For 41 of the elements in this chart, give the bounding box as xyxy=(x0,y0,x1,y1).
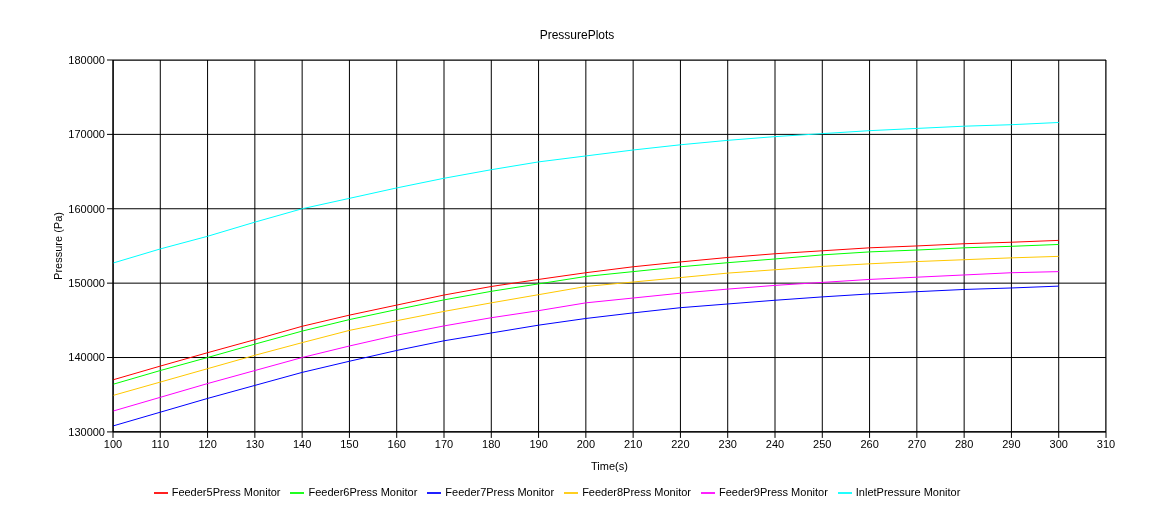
y-tick-label: 150000 xyxy=(68,277,105,290)
x-tick-label: 220 xyxy=(671,437,690,450)
x-tick-label: 180 xyxy=(482,437,501,450)
line-series xyxy=(113,255,1060,396)
x-tick-label: 310 xyxy=(1096,437,1116,450)
x-tick-label: 230 xyxy=(718,437,737,450)
x-tick-label: 300 xyxy=(1049,437,1068,450)
x-axis-title: Time(s) xyxy=(591,459,628,472)
x-tick-label: 280 xyxy=(954,437,974,450)
line-series xyxy=(113,271,1060,412)
x-tick-label: 240 xyxy=(765,437,785,450)
y-axis-title: Pressure (Pa) xyxy=(51,212,64,280)
y-tick-label: 140000 xyxy=(68,351,105,364)
x-tick-label: 150 xyxy=(340,437,359,450)
x-tick-label: 200 xyxy=(576,437,596,450)
legend-label: Feeder8Press Monitor xyxy=(582,485,691,498)
y-tick-label: 130000 xyxy=(68,425,105,438)
x-tick-label: 160 xyxy=(387,437,406,450)
legend-label: Feeder5Press Monitor xyxy=(171,485,281,498)
x-tick-label: 100 xyxy=(103,437,123,450)
legend-label: Feeder6Press Monitor xyxy=(308,485,418,498)
x-tick-label: 260 xyxy=(860,437,879,450)
x-tick-label: 270 xyxy=(907,437,927,450)
x-tick-label: 190 xyxy=(529,437,548,450)
x-tick-label: 130 xyxy=(245,437,265,450)
x-tick-label: 210 xyxy=(623,437,643,450)
y-tick-label: 170000 xyxy=(68,128,105,141)
x-tick-label: 170 xyxy=(434,437,454,450)
legend-label: Feeder7Press Monitor xyxy=(445,485,555,498)
y-tick-label: 160000 xyxy=(68,202,105,215)
line-series xyxy=(113,121,1060,264)
x-tick-label: 120 xyxy=(198,437,217,450)
x-tick-label: 110 xyxy=(151,437,170,450)
x-tick-label: 290 xyxy=(1002,437,1021,450)
chart-title: PressurePlots xyxy=(538,27,616,44)
legend-label: InletPressure Monitor xyxy=(855,485,961,498)
line-series xyxy=(113,285,1060,427)
y-tick-label: 180000 xyxy=(68,53,105,66)
x-tick-label: 140 xyxy=(292,437,312,450)
x-tick-label: 250 xyxy=(813,437,832,450)
legend-label: Feeder9Press Monitor xyxy=(718,485,828,498)
